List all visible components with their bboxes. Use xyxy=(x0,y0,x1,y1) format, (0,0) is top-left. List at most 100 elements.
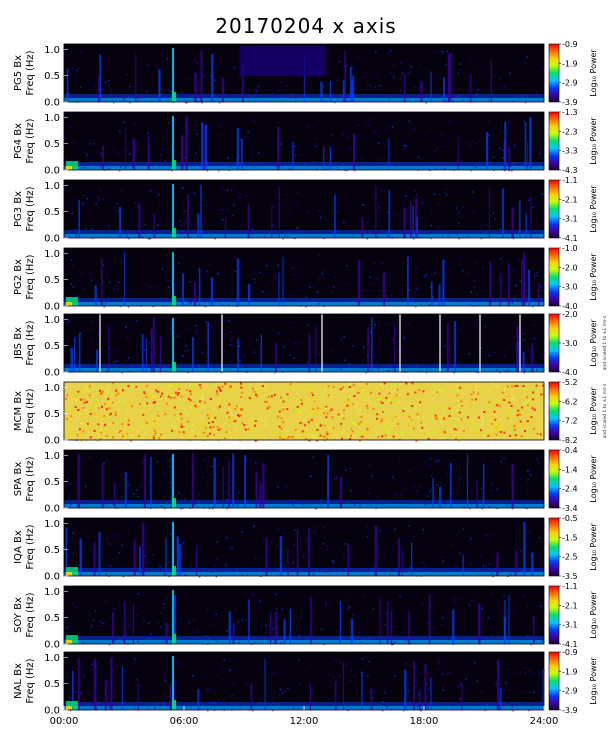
noise-pixel xyxy=(524,101,527,104)
noise-pixel xyxy=(438,459,440,462)
burst-line xyxy=(194,72,197,102)
noise-pixel xyxy=(101,417,104,420)
noise-pixel xyxy=(335,430,338,433)
noise-pixel xyxy=(165,299,167,302)
burst-line xyxy=(70,348,73,372)
burst-line xyxy=(344,50,346,102)
noise-pixel xyxy=(316,290,319,292)
noise-pixel xyxy=(67,554,69,557)
burst-line xyxy=(145,338,147,372)
burst-line xyxy=(379,596,381,644)
noise-pixel xyxy=(532,393,535,396)
noise-pixel xyxy=(262,436,265,439)
noise-pixel xyxy=(222,209,224,211)
noise-pixel xyxy=(393,395,396,398)
noise-pixel xyxy=(356,362,359,365)
noise-pixel xyxy=(542,410,544,413)
noise-pixel xyxy=(328,698,330,700)
noise-pixel xyxy=(116,203,118,205)
noise-pixel xyxy=(313,401,316,404)
noise-pixel xyxy=(331,559,334,562)
noise-pixel xyxy=(87,703,89,705)
noise-pixel xyxy=(145,422,148,424)
noise-pixel xyxy=(353,169,356,172)
noise-pixel xyxy=(150,190,152,192)
noise-pixel xyxy=(427,495,429,497)
noise-pixel xyxy=(118,552,120,554)
noise-pixel xyxy=(489,164,492,167)
noise-pixel xyxy=(103,462,105,464)
noise-pixel xyxy=(488,506,490,508)
noise-pixel xyxy=(436,203,439,206)
noise-pixel xyxy=(347,398,350,401)
noise-pixel xyxy=(113,533,116,536)
colorbar-tick-label: -1.0 xyxy=(562,244,578,253)
colorbar-tick-label: -3.9 xyxy=(562,98,578,107)
noise-pixel xyxy=(150,286,152,288)
noise-pixel xyxy=(306,394,309,396)
early-peak xyxy=(66,302,72,306)
noise-pixel xyxy=(395,494,398,497)
noise-pixel xyxy=(467,416,470,419)
noise-pixel xyxy=(495,433,498,436)
noise-pixel xyxy=(197,364,200,367)
noise-pixel xyxy=(397,423,400,425)
burst-line xyxy=(542,668,544,710)
noise-pixel xyxy=(108,400,111,403)
noise-pixel xyxy=(163,137,165,139)
noise-pixel xyxy=(505,681,507,684)
noise-pixel xyxy=(477,438,480,441)
noise-pixel xyxy=(184,498,187,500)
noise-pixel xyxy=(210,75,212,77)
burst-line xyxy=(260,334,262,372)
noise-pixel xyxy=(317,407,320,410)
noise-pixel xyxy=(95,408,98,411)
noise-pixel xyxy=(201,413,204,416)
burst-line xyxy=(274,611,277,644)
noise-pixel xyxy=(127,624,130,627)
noise-pixel xyxy=(193,382,196,385)
noise-pixel xyxy=(456,431,459,434)
y-tick-label: 0.0 xyxy=(44,504,60,515)
noise-pixel xyxy=(175,415,177,417)
noise-pixel xyxy=(258,151,260,154)
noise-pixel xyxy=(342,417,345,420)
noise-pixel xyxy=(366,404,369,407)
noise-pixel xyxy=(145,409,147,412)
noise-pixel xyxy=(459,329,461,331)
noise-pixel xyxy=(304,430,306,433)
noise-pixel xyxy=(459,478,462,480)
noise-pixel xyxy=(253,390,256,393)
noise-pixel xyxy=(182,187,184,189)
colorbar-footnote: and scaled 1 to ±1 ms-s xyxy=(602,383,608,438)
noise-pixel xyxy=(288,634,291,636)
burst-line xyxy=(442,259,445,306)
noise-pixel xyxy=(526,605,528,607)
noise-pixel xyxy=(462,99,464,102)
noise-pixel xyxy=(425,570,427,572)
noise-pixel xyxy=(274,276,276,278)
noise-pixel xyxy=(326,548,328,551)
noise-pixel xyxy=(400,635,402,637)
noise-pixel xyxy=(197,501,200,503)
noise-pixel xyxy=(419,420,422,423)
noise-pixel xyxy=(163,472,165,474)
noise-pixel xyxy=(418,671,421,674)
noise-pixel xyxy=(437,226,440,228)
noise-pixel xyxy=(295,204,298,206)
burst-line xyxy=(201,122,203,170)
burst-line xyxy=(78,333,81,372)
burst-line xyxy=(407,255,409,306)
noise-pixel xyxy=(89,630,91,633)
noise-pixel xyxy=(408,72,410,74)
burst-line xyxy=(334,681,337,710)
noise-pixel xyxy=(116,162,118,165)
noise-pixel xyxy=(174,427,177,430)
noise-pixel xyxy=(383,677,385,679)
noise-pixel xyxy=(403,147,405,150)
y-tick-label: 1.0 xyxy=(44,519,60,530)
noise-pixel xyxy=(510,570,512,572)
noise-pixel xyxy=(496,425,499,428)
noise-pixel xyxy=(252,592,254,595)
y-tick-label: 0.5 xyxy=(44,341,60,352)
